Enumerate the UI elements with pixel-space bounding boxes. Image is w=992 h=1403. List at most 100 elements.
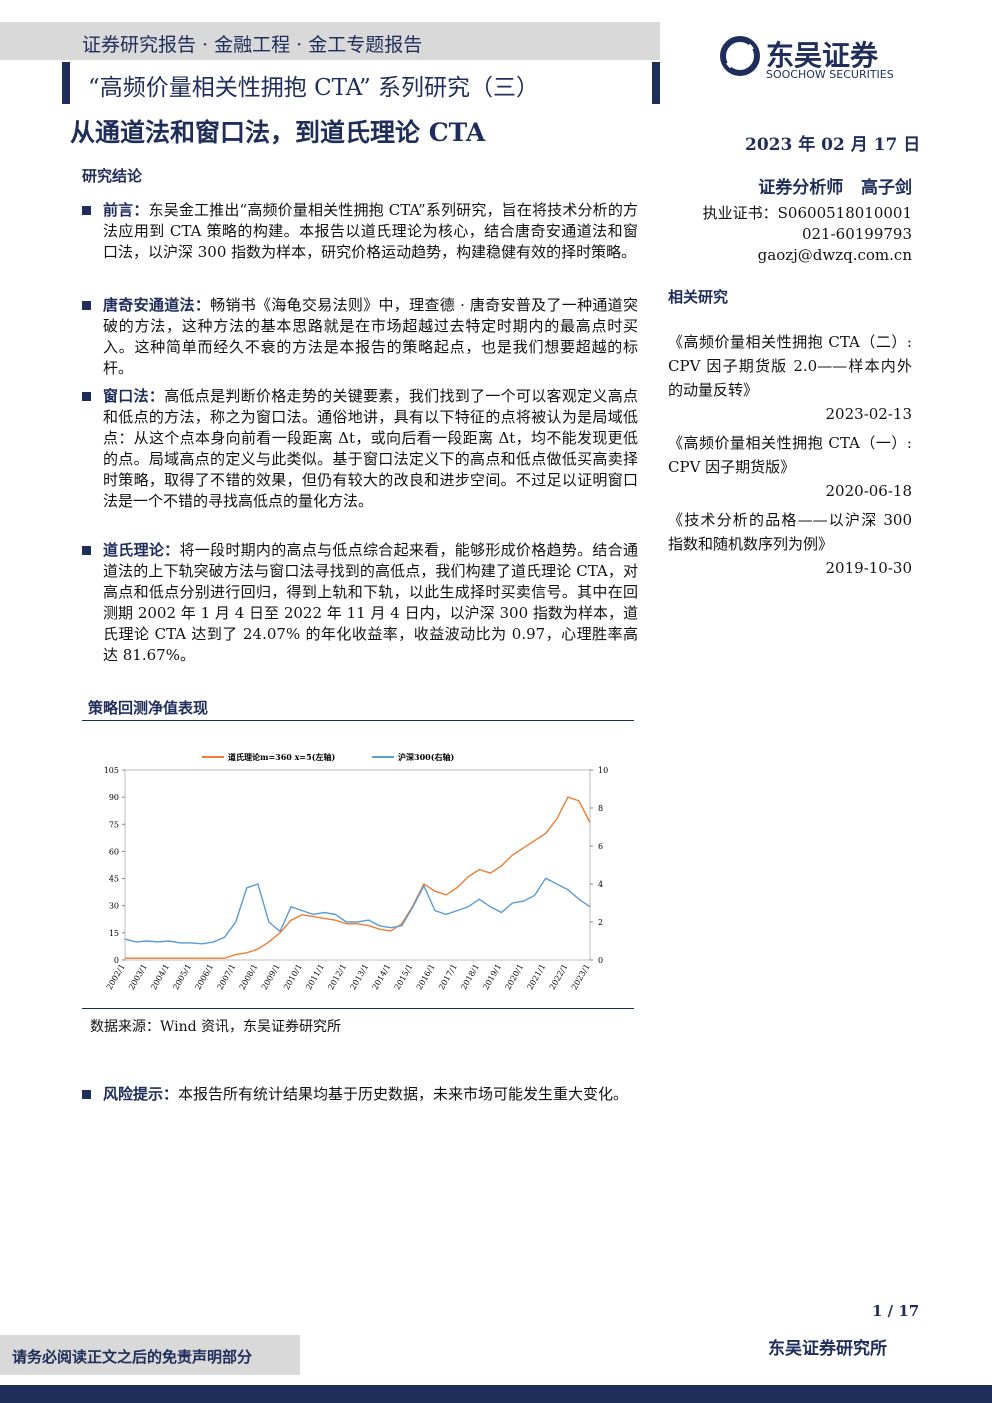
- analyst-name: 高子剑: [861, 178, 912, 198]
- x-tick-label: 2015/1: [393, 963, 415, 992]
- related-list: 《高频价量相关性拥抱 CTA（二）: CPV 因子期货版 2.0——样本内外的动…: [668, 330, 912, 585]
- rule: [82, 720, 634, 721]
- y-tick-label: 60: [109, 847, 119, 856]
- chart-heading: 策略回测净值表现: [88, 699, 209, 717]
- item-text: 畅销书《海龟交易法则》中，理查德 · 唐奇安普及了一种通道突破的方法，这种方法的…: [103, 296, 638, 377]
- source: 数据来源：Wind 资讯，东吴证券研究所: [90, 1019, 342, 1035]
- risk-text: 本报告所有统计结果均基于历史数据，未来市场可能发生重大变化。: [178, 1085, 629, 1103]
- x-tick-label: 2009/1: [260, 963, 282, 992]
- item-text: 东吴金工推出“高频价量相关性拥抱 CTA”系列研究，旨在将技术分析的方法应用到 …: [103, 201, 638, 261]
- y2-tick-label: 6: [598, 842, 603, 851]
- risk-label: 风险提示：: [103, 1085, 179, 1103]
- x-tick-label: 2013/1: [348, 963, 370, 992]
- y-tick-label: 75: [109, 820, 119, 829]
- y-tick-label: 15: [109, 929, 119, 938]
- email: gaozj@dwzq.com.cn: [757, 246, 912, 264]
- bullet: [82, 392, 91, 401]
- section-heading: 研究结论: [82, 167, 143, 185]
- bullet: [82, 301, 91, 310]
- legend-label: 沪深300(右轴): [398, 752, 454, 762]
- logo-en: SOOCHOW SECURITIES: [766, 68, 894, 81]
- x-tick-label: 2020/1: [503, 963, 525, 992]
- x-tick-label: 2006/1: [193, 963, 215, 992]
- related-date: 2019-10-30: [825, 559, 912, 577]
- item-label: 窗口法：: [103, 387, 165, 405]
- x-tick-label: 2011/1: [304, 963, 326, 992]
- conclusion-item: 前言：东吴金工推出“高频价量相关性拥抱 CTA”系列研究，旨在将技术分析的方法应…: [82, 200, 638, 263]
- item-body: 窗口法：高低点是判断价格走势的关键要素，我们找到了一个可以客观定义高点和低点的方…: [103, 386, 638, 512]
- y2-tick-label: 2: [598, 918, 603, 927]
- item-body: 唐奇安通道法：畅销书《海龟交易法则》中，理查德 · 唐奇安普及了一种通道突破的方…: [103, 295, 638, 379]
- item-body: 道氏理论：将一段时期内的高点与低点综合起来看，能够形成价格趋势。结合通道法的上下…: [103, 540, 638, 666]
- plot-frame: [124, 769, 591, 961]
- item-text: 高低点是判断价格走势的关键要素，我们找到了一个可以客观定义高点和低点的方法，称之…: [103, 387, 638, 510]
- header-bar: [0, 22, 660, 60]
- related-date: 2020-06-18: [825, 482, 912, 500]
- related-title: 《高频价量相关性拥抱 CTA（一）: CPV 因子期货版》: [668, 434, 912, 476]
- y-tick-label: 30: [109, 902, 119, 911]
- y2-tick-label: 4: [598, 880, 603, 889]
- accent: [62, 62, 70, 104]
- institute: 东吴证券研究所: [768, 1339, 887, 1359]
- related-heading: 相关研究: [668, 288, 729, 306]
- logo-cn: 东吴证券: [766, 39, 879, 72]
- related-title: 《技术分析的品格——以沪深 300 指数和随机数序列为例》: [668, 511, 912, 553]
- conclusion-item: 窗口法：高低点是判断价格走势的关键要素，我们找到了一个可以客观定义高点和低点的方…: [82, 386, 638, 512]
- y-tick-label: 45: [109, 875, 119, 884]
- x-tick-label: 2021/1: [526, 963, 548, 992]
- x-tick-label: 2014/1: [371, 963, 393, 992]
- risk: 风险提示：本报告所有统计结果均基于历史数据，未来市场可能发生重大变化。: [82, 1084, 638, 1105]
- footer-band: [0, 1385, 992, 1403]
- series-line: [125, 796, 591, 959]
- x-tick-label: 2012/1: [326, 963, 348, 992]
- bullet: [82, 206, 91, 215]
- conclusion-item: 道氏理论：将一段时期内的高点与低点综合起来看，能够形成价格趋势。结合通道法的上下…: [82, 540, 638, 666]
- related-date: 2023-02-13: [825, 405, 912, 423]
- y-tick-label: 0: [114, 956, 119, 965]
- footer-bar: [0, 1335, 300, 1375]
- phone: 021-60199793: [801, 225, 912, 243]
- legend-label: 道氏理论m=360 x=5(左轴): [228, 752, 335, 762]
- x-tick-label: 2004/1: [149, 963, 171, 992]
- bullet: [82, 546, 91, 555]
- y2-tick-label: 0: [598, 956, 603, 965]
- x-tick-label: 2022/1: [548, 963, 570, 992]
- x-tick-label: 2007/1: [216, 963, 238, 992]
- logo-icon: [720, 36, 760, 76]
- x-tick-label: 2005/1: [171, 963, 193, 992]
- accent: [652, 62, 660, 104]
- x-tick-label: 2002/1: [105, 963, 127, 992]
- x-tick-label: 2017/1: [437, 963, 459, 992]
- chart: 0 15 30 45 60 75 90 105 0 2 4 6 8 10 2002/1 2003/1 2004/…: [104, 752, 608, 992]
- x-tick-label: 2016/1: [415, 963, 437, 992]
- item-label: 唐奇安通道法：: [103, 296, 211, 314]
- item-label: 道氏理论：: [103, 541, 180, 559]
- series-line: [124, 877, 591, 945]
- conclusion-item: 唐奇安通道法：畅销书《海龟交易法则》中，理查德 · 唐奇安普及了一种通道突破的方…: [82, 295, 638, 379]
- analyst: 证券分析师 高子剑: [668, 176, 912, 200]
- disclaimer: 请务必阅读正文之后的免责声明部分: [12, 1348, 253, 1366]
- item-body: 前言：东吴金工推出“高频价量相关性拥抱 CTA”系列研究，旨在将技术分析的方法应…: [103, 200, 638, 263]
- x-tick-label: 2019/1: [481, 963, 503, 992]
- analyst-label: 证券分析师: [758, 178, 844, 198]
- y2-tick-label: 10: [598, 766, 608, 775]
- rule: [82, 1008, 634, 1009]
- x-tick-label: 2008/1: [238, 963, 260, 992]
- breadcrumb: 证券研究报告 · 金融工程 · 金工专题报告: [82, 34, 423, 56]
- cert: 执业证书：S0600518010001: [702, 204, 912, 222]
- series-title: “高频价量相关性拥抱 CTA” 系列研究（三）: [88, 75, 540, 101]
- x-tick-label: 2018/1: [459, 963, 481, 992]
- related-title: 《高频价量相关性拥抱 CTA（二）: CPV 因子期货版 2.0——样本内外的动…: [668, 333, 912, 399]
- report-title: 从通道法和窗口法，到道氏理论 CTA: [70, 118, 486, 147]
- item-text: 将一段时期内的高点与低点综合起来看，能够形成价格趋势。结合通道法的上下轨突破方法…: [103, 541, 638, 664]
- y-tick-label: 105: [104, 766, 119, 775]
- page-number: 1 / 17: [872, 1302, 920, 1320]
- x-tick-label: 2023/1: [570, 963, 592, 992]
- item-label: 前言：: [103, 201, 149, 219]
- report-date: 2023 年 02 月 17 日: [745, 135, 921, 155]
- y2-tick-label: 8: [598, 804, 603, 813]
- x-tick-label: 2010/1: [282, 963, 304, 992]
- x-tick-label: 2003/1: [127, 963, 149, 992]
- y-tick-label: 90: [109, 793, 119, 802]
